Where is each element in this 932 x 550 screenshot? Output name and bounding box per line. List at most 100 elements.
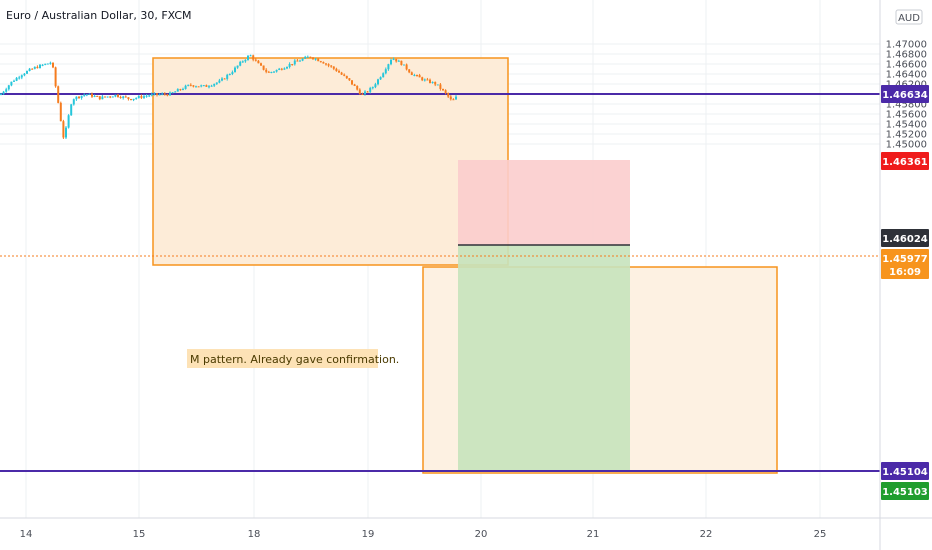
candle — [356, 85, 359, 91]
candle — [124, 95, 127, 98]
annotation-note[interactable]: M pattern. Already gave confirmation. — [187, 349, 399, 368]
candle — [132, 98, 135, 102]
candle — [111, 96, 114, 98]
candle — [348, 78, 351, 81]
currency-badge: AUD — [895, 9, 923, 25]
candle — [395, 58, 398, 63]
candle — [429, 78, 431, 84]
price-tag: 1.46361 — [881, 152, 929, 170]
candle — [390, 58, 392, 66]
candle — [403, 64, 405, 66]
candle — [275, 69, 278, 73]
candle — [434, 81, 437, 87]
stop-loss-zone[interactable] — [458, 160, 630, 245]
price-tag-label: 1.46024 — [882, 234, 928, 245]
candle — [345, 75, 348, 79]
candle — [174, 91, 177, 93]
candle — [405, 63, 408, 71]
candle — [7, 84, 10, 91]
candle — [413, 73, 416, 77]
candle — [431, 81, 434, 84]
candle — [130, 98, 132, 101]
candle — [72, 98, 75, 106]
candle — [286, 66, 288, 70]
candle — [182, 87, 184, 91]
candle — [39, 64, 41, 69]
candle — [236, 65, 239, 69]
candle — [210, 84, 213, 87]
time-tick-label: 18 — [248, 529, 261, 540]
candle — [247, 54, 249, 61]
candle — [75, 96, 78, 101]
pattern-box[interactable] — [152, 57, 509, 266]
candle — [241, 60, 244, 63]
candle — [140, 94, 143, 100]
candle — [101, 95, 104, 100]
price-tag-timer: 16:09 — [889, 267, 921, 278]
price-tick-label: 1.46400 — [886, 70, 927, 81]
time-tick-label: 25 — [814, 529, 827, 540]
candle — [353, 83, 356, 87]
candle — [223, 78, 226, 80]
candle — [317, 58, 320, 62]
candle — [392, 57, 395, 61]
candle — [371, 86, 374, 90]
candle — [244, 59, 247, 63]
annotation-text: M pattern. Already gave confirmation. — [190, 353, 399, 366]
candle — [327, 63, 330, 68]
candle — [449, 95, 452, 101]
candle — [397, 59, 400, 62]
candle — [314, 57, 317, 61]
candle — [374, 82, 377, 89]
price-tick-label: 1.45800 — [886, 100, 927, 111]
price-tag-label: 1.45977 — [882, 254, 928, 265]
candle — [364, 90, 366, 96]
candle — [343, 73, 346, 77]
candle — [67, 114, 70, 129]
candle — [442, 88, 444, 91]
candle — [312, 56, 314, 60]
candle — [197, 86, 200, 88]
candle — [296, 58, 299, 62]
candle — [257, 59, 260, 64]
price-tag: 1.45103 — [881, 482, 929, 500]
candle — [410, 71, 413, 76]
candle — [306, 55, 309, 58]
candle — [83, 93, 86, 97]
candle — [158, 93, 161, 96]
candle — [187, 84, 190, 87]
candle — [436, 84, 439, 86]
price-tags: 1.46634 1.46361 1.46024 1.45977 16:09 1.45104… — [881, 85, 929, 500]
candles-group — [0, 54, 457, 139]
candle — [176, 88, 179, 92]
candle — [439, 82, 442, 91]
candle — [332, 66, 335, 71]
candle — [78, 96, 80, 100]
candle — [228, 73, 231, 76]
currency-label: AUD — [898, 13, 920, 24]
candle — [267, 70, 270, 73]
time-tick-label: 15 — [133, 529, 146, 540]
candle — [221, 77, 223, 82]
time-tick-label: 14 — [20, 529, 33, 540]
price-tag: 1.45977 16:09 — [881, 249, 929, 279]
price-tag-label: 1.45104 — [882, 467, 928, 478]
candle — [189, 83, 192, 87]
candle — [91, 92, 93, 98]
candle — [218, 78, 221, 84]
price-tag: 1.45104 — [881, 462, 929, 480]
candle — [62, 119, 65, 139]
candle — [330, 65, 333, 68]
time-axis[interactable]: 14 15 18 19 20 21 22 25 — [20, 529, 827, 540]
candle — [325, 62, 327, 66]
candle — [171, 92, 174, 94]
candle — [202, 84, 205, 87]
candle — [252, 54, 255, 62]
candle — [179, 88, 182, 91]
price-tag-label: 1.45103 — [882, 487, 928, 498]
price-tick-label: 1.47000 — [886, 40, 927, 51]
candle — [80, 95, 83, 100]
take-profit-zone[interactable] — [458, 245, 630, 471]
